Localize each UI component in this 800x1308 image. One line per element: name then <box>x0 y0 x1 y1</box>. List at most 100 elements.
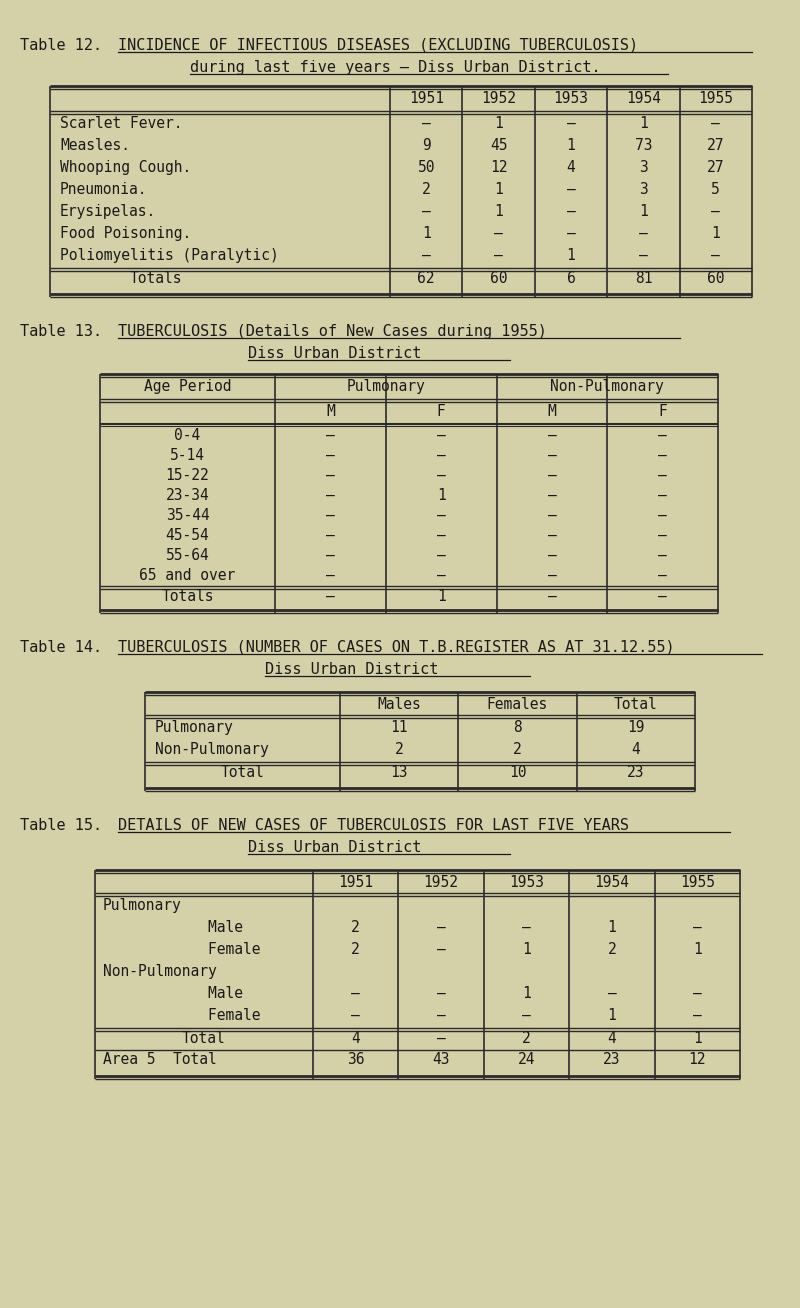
Text: –: – <box>522 920 531 935</box>
Text: 73: 73 <box>634 139 652 153</box>
Text: –: – <box>658 548 667 562</box>
Text: –: – <box>711 116 720 131</box>
Text: –: – <box>658 488 667 504</box>
Text: –: – <box>437 468 446 483</box>
Text: 1: 1 <box>522 986 531 1001</box>
Text: 10: 10 <box>509 765 526 780</box>
Text: –: – <box>547 568 556 583</box>
Text: 1953: 1953 <box>509 875 544 889</box>
Text: 2: 2 <box>394 742 403 757</box>
Text: Females: Females <box>487 697 548 712</box>
Text: –: – <box>639 249 648 263</box>
Text: 12: 12 <box>689 1052 706 1067</box>
Text: 1: 1 <box>422 226 430 241</box>
Text: Whooping Cough.: Whooping Cough. <box>60 160 191 175</box>
Text: 1953: 1953 <box>554 92 589 106</box>
Text: 1: 1 <box>566 139 575 153</box>
Text: 50: 50 <box>418 160 435 175</box>
Text: 15-22: 15-22 <box>166 468 210 483</box>
Text: during last five years – Diss Urban District.: during last five years – Diss Urban Dist… <box>190 60 601 75</box>
Text: Table 15.: Table 15. <box>20 818 102 833</box>
Text: 1: 1 <box>437 488 446 504</box>
Text: 1954: 1954 <box>626 92 661 106</box>
Text: 1: 1 <box>437 589 446 604</box>
Text: –: – <box>437 449 446 463</box>
Text: INCIDENCE OF INFECTIOUS DISEASES (EXCLUDING TUBERCULOSIS): INCIDENCE OF INFECTIOUS DISEASES (EXCLUD… <box>118 38 638 54</box>
Text: 8: 8 <box>513 719 522 735</box>
Text: 36: 36 <box>347 1052 365 1067</box>
Text: 1: 1 <box>693 1031 702 1046</box>
Text: 62: 62 <box>418 271 435 286</box>
Text: Age Period: Age Period <box>144 379 231 394</box>
Text: –: – <box>326 528 334 543</box>
Text: 1: 1 <box>639 116 648 131</box>
Text: 45: 45 <box>490 139 507 153</box>
Text: –: – <box>422 249 430 263</box>
Text: Males: Males <box>378 697 421 712</box>
Text: –: – <box>326 548 334 562</box>
Text: 9: 9 <box>422 139 430 153</box>
Text: 1951: 1951 <box>338 875 373 889</box>
Text: 1: 1 <box>522 942 531 957</box>
Text: 43: 43 <box>432 1052 450 1067</box>
Text: Non-Pulmonary: Non-Pulmonary <box>550 379 664 394</box>
Text: –: – <box>711 204 720 218</box>
Text: 1952: 1952 <box>424 875 458 889</box>
Text: Area 5  Total: Area 5 Total <box>103 1052 217 1067</box>
Text: 1: 1 <box>639 204 648 218</box>
Text: –: – <box>437 428 446 443</box>
Text: 5-14: 5-14 <box>170 449 205 463</box>
Text: –: – <box>326 488 334 504</box>
Text: 2: 2 <box>513 742 522 757</box>
Text: 2: 2 <box>522 1031 531 1046</box>
Text: Food Poisoning.: Food Poisoning. <box>60 226 191 241</box>
Text: 1: 1 <box>494 182 503 198</box>
Text: 1: 1 <box>693 942 702 957</box>
Text: –: – <box>566 116 575 131</box>
Text: Diss Urban District: Diss Urban District <box>248 840 422 855</box>
Text: –: – <box>639 226 648 241</box>
Text: Totals: Totals <box>162 589 214 604</box>
Text: –: – <box>566 182 575 198</box>
Text: Measles.: Measles. <box>60 139 130 153</box>
Text: –: – <box>494 249 503 263</box>
Text: –: – <box>607 986 616 1001</box>
Text: 4: 4 <box>607 1031 616 1046</box>
Text: Table 13.: Table 13. <box>20 324 102 339</box>
Text: 2: 2 <box>351 920 360 935</box>
Text: –: – <box>422 116 430 131</box>
Text: 1955: 1955 <box>698 92 734 106</box>
Text: –: – <box>437 508 446 523</box>
Text: –: – <box>658 468 667 483</box>
Text: –: – <box>351 986 360 1001</box>
Text: –: – <box>547 508 556 523</box>
Text: 4: 4 <box>566 160 575 175</box>
Text: M: M <box>326 404 334 419</box>
Text: 1: 1 <box>494 204 503 218</box>
Text: Table 14.: Table 14. <box>20 640 102 655</box>
Text: –: – <box>437 1031 446 1046</box>
Text: –: – <box>711 249 720 263</box>
Text: –: – <box>566 204 575 218</box>
Text: –: – <box>658 428 667 443</box>
Text: –: – <box>522 1008 531 1023</box>
Text: –: – <box>422 204 430 218</box>
Text: 23: 23 <box>603 1052 621 1067</box>
Text: F: F <box>437 404 446 419</box>
Text: Table 12.: Table 12. <box>20 38 102 54</box>
Text: 5: 5 <box>711 182 720 198</box>
Text: –: – <box>693 920 702 935</box>
Text: F: F <box>658 404 667 419</box>
Text: 13: 13 <box>390 765 408 780</box>
Text: –: – <box>494 226 503 241</box>
Text: Totals: Totals <box>130 271 182 286</box>
Text: 4: 4 <box>631 742 640 757</box>
Text: –: – <box>351 1008 360 1023</box>
Text: Diss Urban District: Diss Urban District <box>248 347 422 361</box>
Text: 81: 81 <box>634 271 652 286</box>
Text: 35-44: 35-44 <box>166 508 210 523</box>
Text: –: – <box>658 449 667 463</box>
Text: Erysipelas.: Erysipelas. <box>60 204 156 218</box>
Text: 60: 60 <box>490 271 507 286</box>
Text: –: – <box>326 508 334 523</box>
